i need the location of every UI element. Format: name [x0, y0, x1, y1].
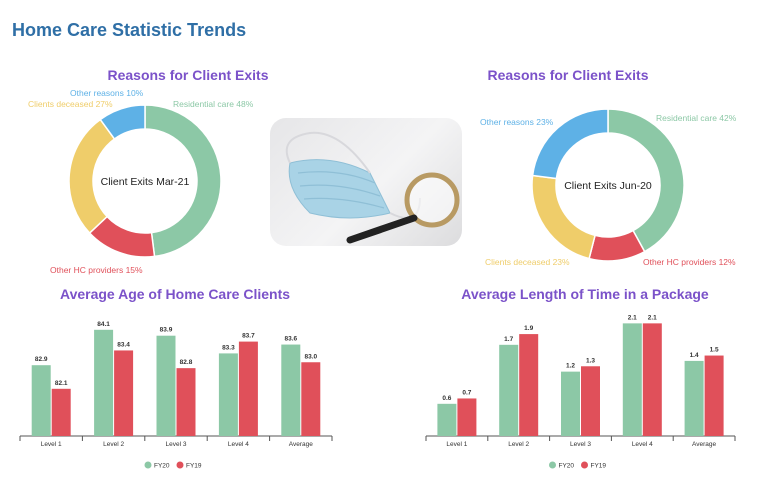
bar2-fy20-0 [437, 403, 457, 436]
bar1-category-0: Level 1 [41, 441, 62, 448]
age-chart-title: Average Age of Home Care Clients [59, 286, 291, 302]
bar1-fy20-0 [31, 365, 51, 436]
bar1-category-1: Level 2 [103, 441, 124, 448]
donut2-label-2: Clients deceased 23% [485, 257, 570, 267]
donut1-slice-0 [144, 104, 222, 258]
bar1-legend-label-1: FY19 [186, 463, 202, 470]
mask-magnifier-photo [270, 118, 462, 246]
bar2-legend-marker-1 [581, 461, 588, 469]
bar2-fy20-4 [684, 360, 704, 436]
bar2-fy19-label-1: 1.9 [524, 325, 533, 332]
donut2-slice-3 [531, 108, 609, 180]
bar2-fy20-label-1: 1.7 [504, 336, 513, 343]
bar2-fy19-label-4: 1.5 [710, 347, 719, 354]
bar1-fy20-2 [156, 335, 176, 436]
bar2-fy19-2 [581, 366, 600, 436]
bar1-fy20-label-1: 84.1 [97, 321, 110, 328]
bar1-fy19-label-1: 83.4 [117, 341, 130, 348]
bar2-fy20-label-3: 2.1 [628, 314, 637, 321]
bar1-fy20-label-2: 83.9 [160, 327, 173, 334]
bar2-fy19-label-0: 0.7 [462, 389, 471, 396]
bar2-legend-marker-0 [549, 461, 556, 469]
bar2-fy20-2 [561, 371, 580, 436]
bar1-fy20-4 [281, 344, 301, 436]
mask-magnifier-illustration [285, 131, 460, 244]
exits-jun20-title: Reasons for Client Exits [487, 67, 649, 83]
bar2-category-2: Level 3 [570, 441, 591, 448]
bar1-category-3: Level 4 [228, 441, 249, 448]
donut1-label-2: Clients deceased 27% [28, 99, 113, 109]
donut2-label-1: Other HC providers 12% [643, 257, 736, 267]
donut1-label-0: Residential care 48% [173, 99, 254, 109]
bar2-legend-label-0: FY20 [559, 463, 575, 470]
bar1-fy20-1 [94, 329, 114, 436]
bar1-legend-label-0: FY20 [154, 463, 170, 470]
page-title: Home Care Statistic Trends [12, 20, 247, 40]
donut2-center-label: Client Exits Jun-20 [564, 180, 652, 192]
bar2-category-3: Level 4 [632, 441, 653, 448]
bar1-legend-marker-0 [144, 461, 152, 469]
bar2-fy19-3 [642, 323, 662, 436]
bar2-fy20-3 [622, 323, 642, 436]
bar1-fy19-label-2: 82.8 [180, 359, 193, 366]
bar1-fy20-3 [218, 353, 238, 436]
bar1-fy20-label-0: 82.9 [35, 356, 48, 363]
bar2-fy19-1 [519, 334, 539, 436]
bar2-fy19-label-2: 1.3 [586, 357, 595, 364]
bar1-fy19-label-0: 82.1 [55, 380, 68, 387]
bar1-fy19-3 [238, 341, 258, 436]
donut2-label-0: Residential care 42% [656, 113, 737, 123]
bar2-legend-label-1: FY19 [591, 463, 607, 470]
bar2-fy20-1 [499, 344, 519, 436]
bar2-fy20-label-4: 1.4 [690, 352, 699, 359]
donut1-label-3: Other reasons 10% [70, 88, 144, 98]
bar1-fy20-label-4: 83.6 [284, 336, 297, 343]
package-chart-title: Average Length of Time in a Package [461, 286, 709, 302]
bar2-fy19-0 [457, 398, 477, 436]
bar2-fy20-label-0: 0.6 [442, 395, 451, 402]
bar1-fy20-label-3: 83.3 [222, 344, 235, 351]
bar1-category-2: Level 3 [166, 441, 187, 448]
bar1-fy19-1 [114, 350, 134, 436]
bar1-fy19-0 [51, 388, 71, 436]
bar1-fy19-label-4: 83.0 [304, 353, 317, 360]
bar2-fy19-4 [704, 355, 724, 436]
donut1-center-label: Client Exits Mar-21 [101, 176, 190, 188]
bar2-category-0: Level 1 [446, 441, 467, 448]
donut2-slice-0 [607, 108, 685, 253]
bar2-category-4: Average [692, 441, 716, 448]
bar2-fy19-label-3: 2.1 [648, 314, 657, 321]
donut2-slice-1 [588, 229, 646, 262]
donut2-label-3: Other reasons 23% [480, 117, 554, 127]
bar1-category-4: Average [289, 441, 313, 448]
bar1-fy19-2 [176, 368, 196, 436]
bar1-legend-marker-1 [176, 461, 184, 469]
bar2-category-1: Level 2 [508, 441, 529, 448]
bar1-fy19-label-3: 83.7 [242, 333, 255, 340]
bar1-fy19-4 [301, 362, 321, 436]
donut1-label-1: Other HC providers 15% [50, 265, 143, 275]
bar2-fy20-label-2: 1.2 [566, 363, 575, 370]
exits-mar21-title: Reasons for Client Exits [107, 67, 269, 83]
donut1-slice-3 [99, 104, 146, 140]
